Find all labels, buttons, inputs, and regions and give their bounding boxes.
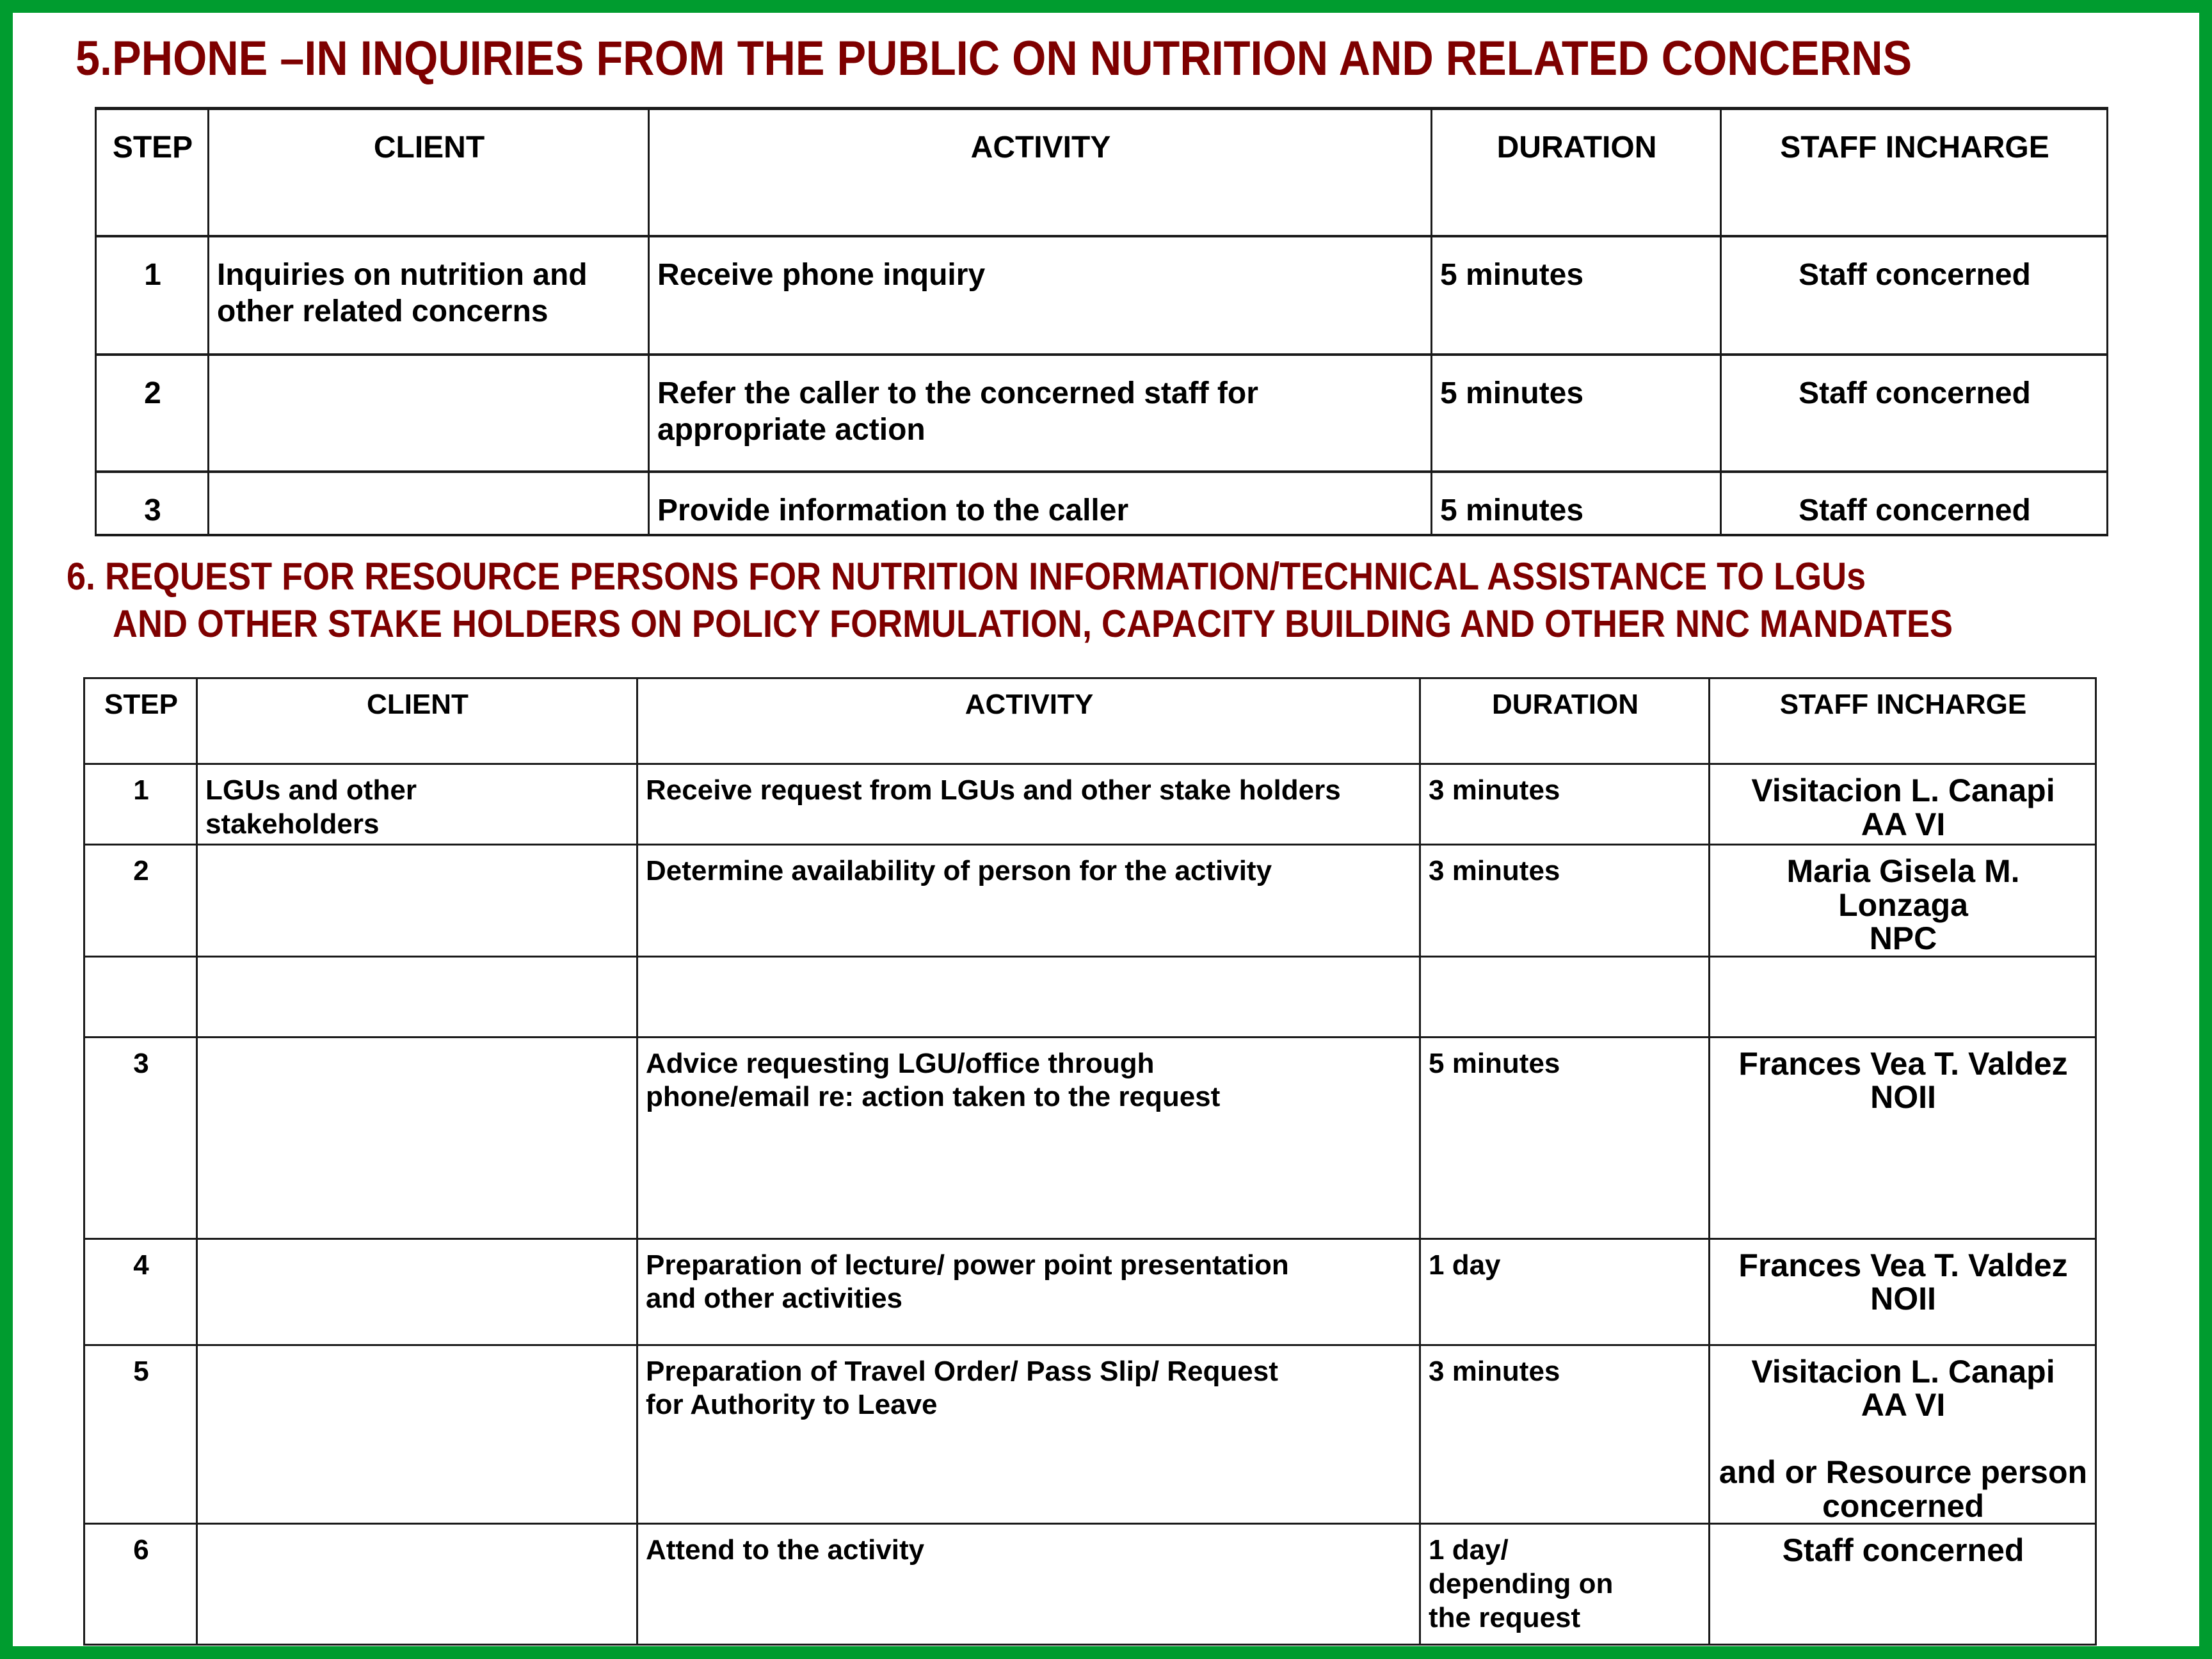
cell-staff: Visitacion L. Canapi AA VI and or Resour…	[1708, 1343, 2097, 1525]
cell-client	[196, 1343, 638, 1525]
resource-persons-table: STEP CLIENT ACTIVITY DURATION STAFF INCHARGE…	[83, 677, 2097, 1646]
cell-activity: Determine availability of person for the…	[636, 844, 1421, 958]
column-header-client: CLIENT	[196, 677, 638, 765]
cell-duration: 3 minutes	[1419, 763, 1710, 846]
cell-activity: Provide information to the caller	[648, 470, 1432, 536]
table-row: 4 Preparation of lecture/ power point pre…	[83, 1237, 2097, 1346]
cell-activity: Receive request from LGUs and other stak…	[636, 763, 1421, 846]
table-row: 2 Refer the caller to the concerned staff…	[95, 353, 2108, 473]
table-row: 3 Provide information to the caller 5 minu…	[95, 470, 2108, 536]
cell-client	[196, 1036, 638, 1240]
cell-staff: Maria Gisela M. Lonzaga NPC	[1708, 844, 2097, 958]
table-row: 1 Inquiries on nutrition and other relate…	[95, 235, 2108, 356]
column-header-activity: ACTIVITY	[648, 107, 1432, 237]
cell-step	[83, 955, 198, 1038]
cell-activity: Preparation of Travel Order/ Pass Slip/ …	[636, 1343, 1421, 1525]
table-row: 3 Advice requesting LGU/office through ph…	[83, 1036, 2097, 1240]
column-header-client: CLIENT	[207, 107, 650, 237]
column-header-staff: STAFF INCHARGE	[1708, 677, 2097, 765]
cell-staff: Staff concerned	[1708, 1523, 2097, 1646]
cell-staff: Staff concerned	[1720, 470, 2108, 536]
cell-staff	[1708, 955, 2097, 1038]
cell-duration: 5 minutes	[1431, 235, 1722, 356]
table-row: 5 Preparation of Travel Order/ Pass Slip/…	[83, 1343, 2097, 1525]
column-header-step: STEP	[83, 677, 198, 765]
cell-step: 1	[95, 235, 209, 356]
cell-staff: Frances Vea T. Valdez NOII	[1708, 1036, 2097, 1240]
cell-staff: Visitacion L. Canapi AA VI	[1708, 763, 2097, 846]
cell-client	[207, 353, 650, 473]
cell-duration	[1419, 955, 1710, 1038]
cell-activity: Advice requesting LGU/office through pho…	[636, 1036, 1421, 1240]
cell-staff: Staff concerned	[1720, 353, 2108, 473]
cell-duration: 1 day	[1419, 1237, 1710, 1346]
column-header-staff: STAFF INCHARGE	[1720, 107, 2108, 237]
header-row: STEP CLIENT ACTIVITY DURATION STAFF INCHARGE	[83, 677, 2097, 765]
cell-step: 2	[83, 844, 198, 958]
phone-inquiries-table: STEP CLIENT ACTIVITY DURATION STAFF INCHARGE…	[95, 107, 2108, 536]
section-6-title-line-1: 6. REQUEST FOR RESOURCE PERSONS FOR NUTR…	[67, 555, 1866, 598]
cell-step: 3	[83, 1036, 198, 1240]
header-row: STEP CLIENT ACTIVITY DURATION STAFF INCHARGE	[95, 107, 2108, 237]
cell-duration: 3 minutes	[1419, 1343, 1710, 1525]
cell-client	[196, 1237, 638, 1346]
section-5-title: 5.PHONE –IN INQUIRIES FROM THE PUBLIC ON…	[76, 31, 1912, 86]
cell-client	[196, 1523, 638, 1646]
cell-staff: Frances Vea T. Valdez NOII	[1708, 1237, 2097, 1346]
cell-step: 1	[83, 763, 198, 846]
cell-activity	[636, 955, 1421, 1038]
cell-activity: Refer the caller to the concerned staff …	[648, 353, 1432, 473]
cell-step: 3	[95, 470, 209, 536]
cell-duration: 5 minutes	[1431, 470, 1722, 536]
section-6-title-line-2: AND OTHER STAKE HOLDERS ON POLICY FORMUL…	[113, 602, 1953, 645]
table-row: 1 LGUs and other stakeholders Receive requ…	[83, 763, 2097, 846]
cell-activity: Receive phone inquiry	[648, 235, 1432, 356]
cell-duration: 3 minutes	[1419, 844, 1710, 958]
cell-step: 4	[83, 1237, 198, 1346]
cell-client: Inquiries on nutrition and other related…	[207, 235, 650, 356]
cell-client	[207, 470, 650, 536]
cell-activity: Attend to the activity	[636, 1523, 1421, 1646]
cell-duration: 5 minutes	[1431, 353, 1722, 473]
table-row: 2 Determine availability of person for th…	[83, 844, 2097, 958]
cell-step: 2	[95, 353, 209, 473]
cell-duration: 1 day/ depending on the request	[1419, 1523, 1710, 1646]
cell-step: 6	[83, 1523, 198, 1646]
column-header-duration: DURATION	[1419, 677, 1710, 765]
column-header-step: STEP	[95, 107, 209, 237]
cell-client: LGUs and other stakeholders	[196, 763, 638, 846]
column-header-duration: DURATION	[1431, 107, 1722, 237]
cell-client	[196, 844, 638, 958]
cell-duration: 5 minutes	[1419, 1036, 1710, 1240]
cell-activity: Preparation of lecture/ power point pres…	[636, 1237, 1421, 1346]
cell-client	[196, 955, 638, 1038]
table-row: 6 Attend to the activity 1 day/ depending …	[83, 1523, 2097, 1646]
column-header-activity: ACTIVITY	[636, 677, 1421, 765]
table-row	[83, 955, 2097, 1038]
cell-staff: Staff concerned	[1720, 235, 2108, 356]
cell-step: 5	[83, 1343, 198, 1525]
